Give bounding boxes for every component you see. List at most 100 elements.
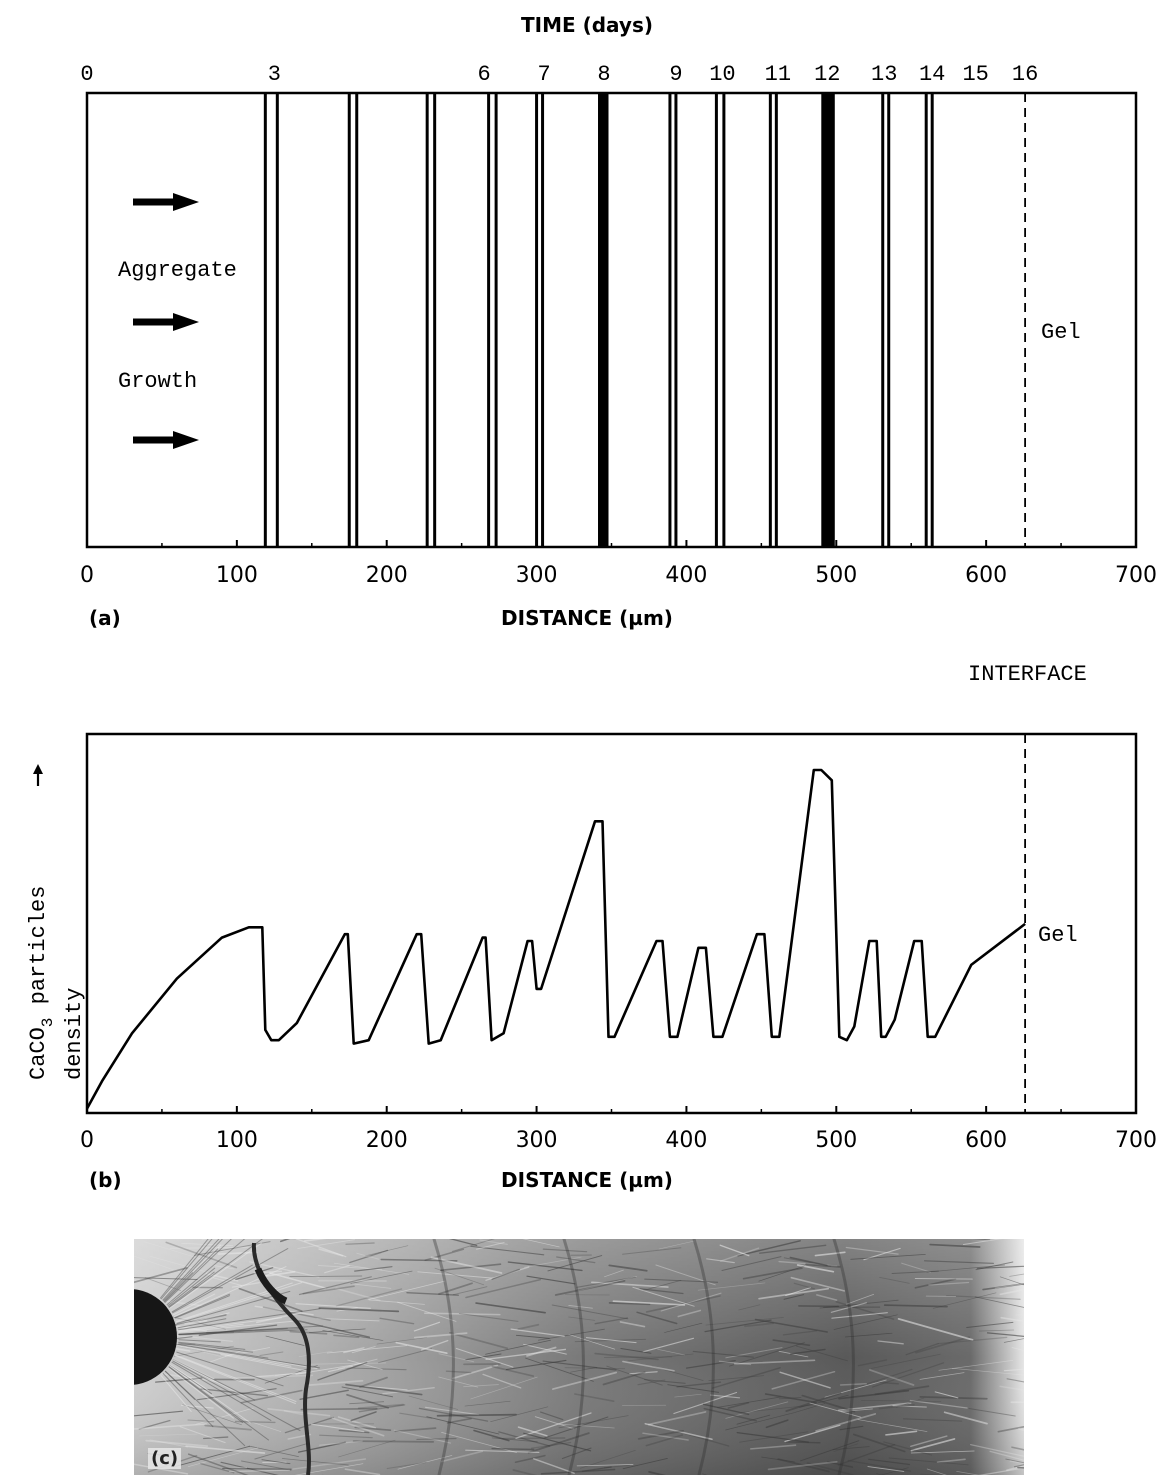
micrograph-fiber xyxy=(590,1281,669,1288)
time-tick-15: 15 xyxy=(962,62,988,87)
micrograph-fiber xyxy=(145,1439,209,1447)
micrograph-fiber xyxy=(759,1244,827,1254)
micrograph-fiber xyxy=(299,1389,349,1401)
micrograph-fiber xyxy=(729,1342,805,1367)
micrograph-fiber xyxy=(754,1318,828,1333)
micrograph-fiber xyxy=(526,1275,576,1285)
arrow-right-icon xyxy=(133,313,199,331)
micrograph-fiber xyxy=(838,1389,910,1400)
micrograph-fiber xyxy=(267,1408,331,1417)
micrograph-fiber xyxy=(619,1321,646,1328)
micrograph-fiber xyxy=(704,1319,772,1333)
micrograph-fiber xyxy=(517,1426,548,1437)
micrograph-fiber xyxy=(835,1301,895,1320)
panel-b: INTERFACE Gel CaCO3 particles density 0 1… xyxy=(26,662,1157,1192)
micrograph-fiber xyxy=(364,1385,408,1391)
time-tick-16: 16 xyxy=(1012,62,1038,87)
micrograph-fiber xyxy=(205,1273,239,1282)
micrograph-fiber xyxy=(377,1348,432,1364)
micrograph-fiber xyxy=(476,1241,505,1250)
micrograph-fiber xyxy=(200,1462,235,1474)
micrograph-fiber xyxy=(674,1393,702,1398)
micrograph-fiber xyxy=(297,1239,355,1249)
micrograph-fiber xyxy=(736,1414,771,1425)
micrograph-fiber xyxy=(413,1321,441,1332)
micrograph-fiber xyxy=(564,1367,626,1370)
micrograph-fiber xyxy=(479,1239,508,1246)
micrograph-fiber xyxy=(438,1376,479,1388)
micrograph-fiber xyxy=(558,1415,629,1429)
micrograph-fiber xyxy=(1009,1273,1024,1277)
micrograph-growth-band xyxy=(562,1239,585,1475)
micrograph-fiber xyxy=(426,1416,500,1435)
micrograph-fiber xyxy=(234,1420,276,1424)
time-tick-10: 10 xyxy=(709,62,735,87)
micrograph-fiber xyxy=(249,1261,320,1278)
micrograph-fiber xyxy=(1013,1464,1024,1468)
micrograph-fiber xyxy=(408,1395,459,1410)
micrograph-radial-fiber xyxy=(177,1344,320,1369)
distance-b-tick-label-500: 500 xyxy=(815,1128,857,1153)
micrograph-fiber xyxy=(394,1427,437,1433)
micrograph-radial-fiber xyxy=(173,1359,247,1398)
micrograph-fiber xyxy=(533,1458,575,1474)
micrograph-fiber xyxy=(702,1403,750,1416)
micrograph-fiber xyxy=(194,1241,271,1256)
micrograph-fiber xyxy=(758,1265,805,1282)
micrograph-fiber xyxy=(458,1312,519,1322)
micrograph-fiber xyxy=(710,1394,741,1399)
distance-b-tick-label-600: 600 xyxy=(965,1128,1007,1153)
micrograph-fiber xyxy=(436,1413,517,1417)
micrograph-fiber xyxy=(416,1437,457,1440)
micrograph-fiber xyxy=(452,1239,495,1252)
micrograph-fiber xyxy=(581,1466,612,1472)
micrograph-radial-fiber xyxy=(178,1341,246,1350)
micrograph-fiber xyxy=(708,1375,765,1382)
micrograph-radial-fiber xyxy=(178,1342,254,1353)
micrograph-fiber xyxy=(629,1371,658,1375)
micrograph-fiber xyxy=(544,1416,609,1439)
micrograph-fiber xyxy=(721,1256,782,1271)
micrograph-fiber xyxy=(309,1362,387,1365)
micrograph-radial-fiber xyxy=(178,1317,282,1332)
micrograph-fiber xyxy=(720,1247,760,1262)
micrograph-fiber xyxy=(642,1432,689,1441)
micrograph-fiber xyxy=(857,1419,928,1432)
micrograph-fiber xyxy=(345,1242,375,1245)
micrograph-fiber xyxy=(326,1345,407,1354)
micrograph-fiber xyxy=(182,1404,242,1426)
micrograph-fiber xyxy=(852,1433,906,1453)
micrograph-fiber xyxy=(406,1292,459,1296)
micrograph-fiber xyxy=(999,1288,1024,1296)
micrograph-fiber xyxy=(248,1445,299,1458)
micrograph-fiber xyxy=(648,1471,667,1475)
micrograph-fiber xyxy=(833,1443,859,1452)
micrograph-fiber xyxy=(857,1359,888,1367)
panel-b-label-gel: Gel xyxy=(1038,923,1078,948)
micrograph-radial-fiber xyxy=(178,1327,305,1335)
micrograph-fiber xyxy=(470,1245,545,1256)
micrograph-fiber xyxy=(213,1265,235,1270)
micrograph-fiber xyxy=(197,1249,228,1260)
micrograph-fiber xyxy=(1006,1378,1024,1383)
micrograph-fiber xyxy=(417,1271,494,1279)
micrograph-fiber xyxy=(632,1286,695,1307)
micrograph-fiber xyxy=(962,1239,1003,1246)
micrograph-fiber xyxy=(982,1282,1024,1291)
micrograph-fiber xyxy=(711,1367,781,1389)
micrograph-fiber xyxy=(936,1458,966,1464)
micrograph-fiber xyxy=(514,1454,546,1463)
micrograph-fiber xyxy=(517,1323,540,1330)
micrograph-fiber xyxy=(932,1292,997,1309)
micrograph-fiber xyxy=(705,1316,784,1326)
panel-b-distance-axis-label: DISTANCE (µm) xyxy=(501,1168,673,1192)
micrograph-fiber xyxy=(310,1423,365,1433)
micrograph-fiber xyxy=(914,1278,957,1289)
micrograph-radial-fiber xyxy=(169,1242,263,1309)
distance-b-tick-label-0: 0 xyxy=(80,1128,94,1153)
micrograph-fiber xyxy=(322,1330,384,1341)
panel-a: TIME (days) 0 3 6 7 8 9 10 11 12 13 14 15 16 Aggrega… xyxy=(80,13,1157,630)
micrograph-fiber xyxy=(397,1455,453,1470)
micrograph-fiber xyxy=(302,1285,355,1295)
micrograph-fiber xyxy=(439,1263,502,1272)
